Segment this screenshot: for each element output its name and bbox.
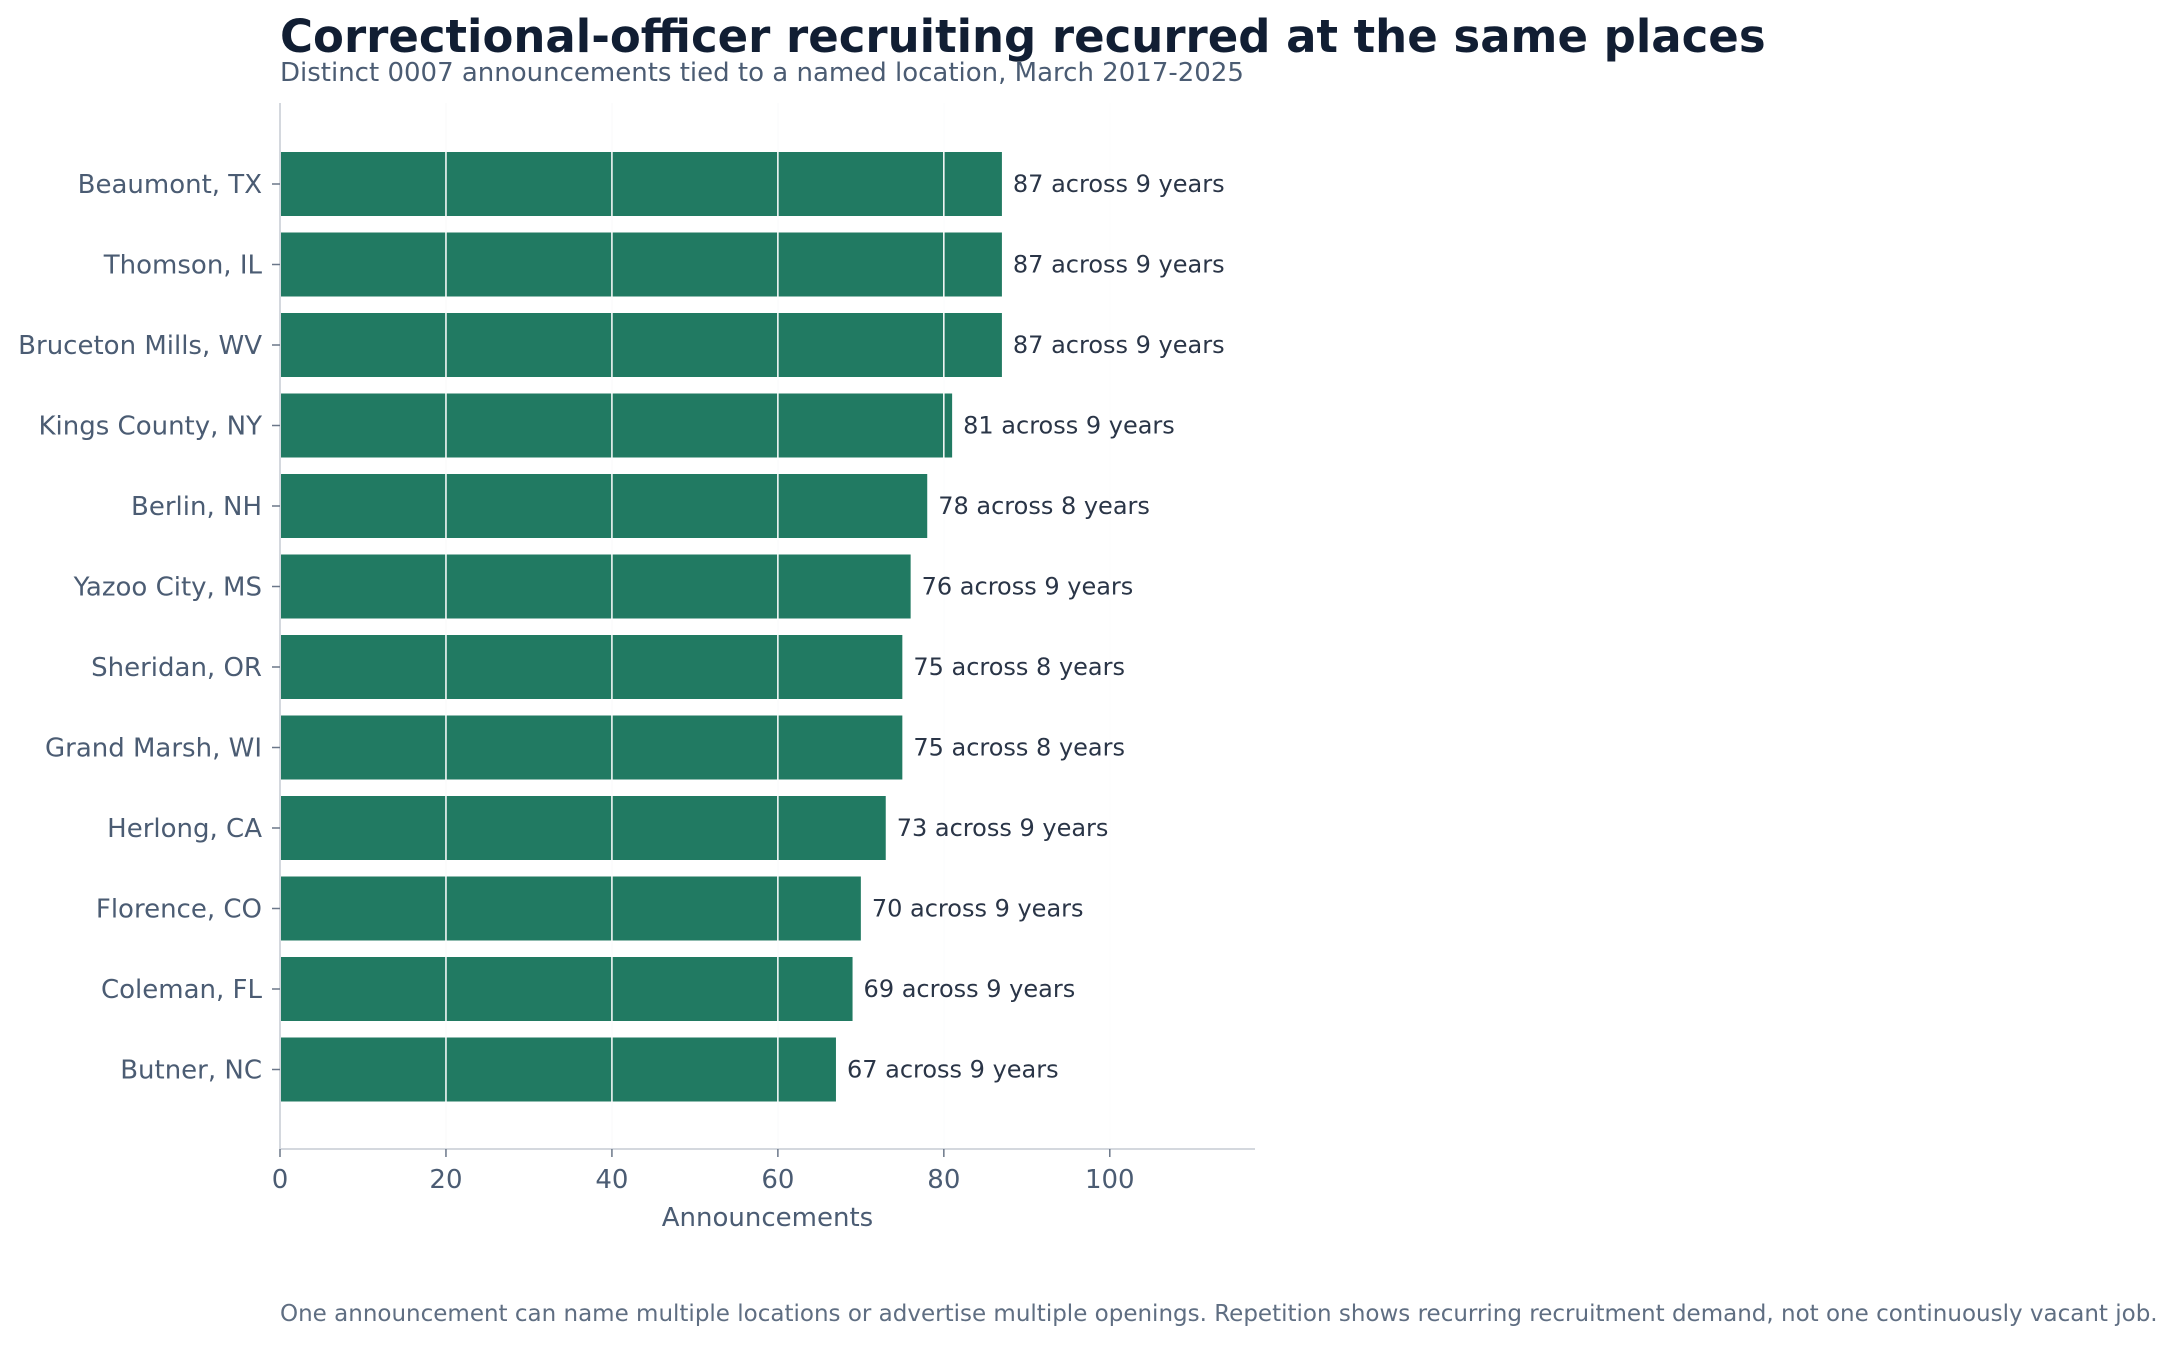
data-label: 69 across 9 years — [864, 975, 1076, 1003]
data-label: 87 across 9 years — [1013, 170, 1225, 198]
x-axis-title: Announcements — [662, 1203, 873, 1233]
bar-11 — [280, 1037, 836, 1102]
bar-5 — [280, 554, 911, 619]
bar-1 — [280, 232, 1002, 297]
x-tick-label: 20 — [429, 1165, 462, 1195]
chart-title: Correctional-officer recruiting recurred… — [280, 10, 1766, 63]
category-label: Coleman, FL — [101, 975, 263, 1005]
bars — [280, 152, 1002, 1102]
bar-8 — [280, 796, 886, 860]
data-label: 78 across 8 years — [938, 492, 1150, 520]
data-label: 67 across 9 years — [847, 1056, 1059, 1084]
gridlines-overlay — [445, 103, 1111, 1149]
category-label: Florence, CO — [96, 895, 262, 925]
data-label: 75 across 8 years — [913, 653, 1125, 681]
chart-subtitle: Distinct 0007 announcements tied to a na… — [280, 58, 1244, 88]
category-label: Kings County, NY — [38, 412, 262, 442]
category-label: Herlong, CA — [107, 814, 262, 844]
category-label: Grand Marsh, WI — [45, 734, 262, 764]
labels: 0 20 40 60 80 100 Beaumont, TX Thomson, IL Bruce… — [18, 170, 1224, 1195]
data-label: 70 across 9 years — [872, 895, 1084, 923]
data-label: 73 across 9 years — [897, 814, 1109, 842]
data-label: 81 across 9 years — [963, 412, 1175, 440]
bar-6 — [280, 635, 903, 699]
x-tick-label: 80 — [927, 1165, 960, 1195]
data-label: 76 across 9 years — [922, 573, 1134, 601]
data-label: 87 across 9 years — [1013, 251, 1225, 279]
category-label: Bruceton Mills, WV — [18, 331, 262, 361]
data-label: 87 across 9 years — [1013, 331, 1225, 359]
category-label: Butner, NC — [120, 1056, 262, 1086]
category-label: Berlin, NH — [131, 492, 262, 522]
bar-7 — [280, 715, 903, 780]
axes — [272, 103, 1255, 1157]
x-tick-label: 100 — [1085, 1165, 1135, 1195]
bar-4 — [280, 474, 928, 538]
data-label: 75 across 8 years — [913, 734, 1125, 762]
x-tick-label: 60 — [761, 1165, 794, 1195]
chart-footnote: One announcement can name multiple locat… — [280, 1301, 2158, 1327]
x-tick-label: 40 — [595, 1165, 628, 1195]
bar-2 — [280, 313, 1002, 377]
category-label: Yazoo City, MS — [73, 573, 262, 603]
x-tick-label: 0 — [272, 1165, 289, 1195]
bar-0 — [280, 152, 1002, 216]
category-label: Sheridan, OR — [91, 653, 262, 683]
bar-9 — [280, 876, 861, 941]
category-label: Beaumont, TX — [78, 170, 262, 200]
bar-10 — [280, 957, 853, 1021]
bar-3 — [280, 393, 953, 458]
category-label: Thomson, IL — [103, 251, 263, 281]
